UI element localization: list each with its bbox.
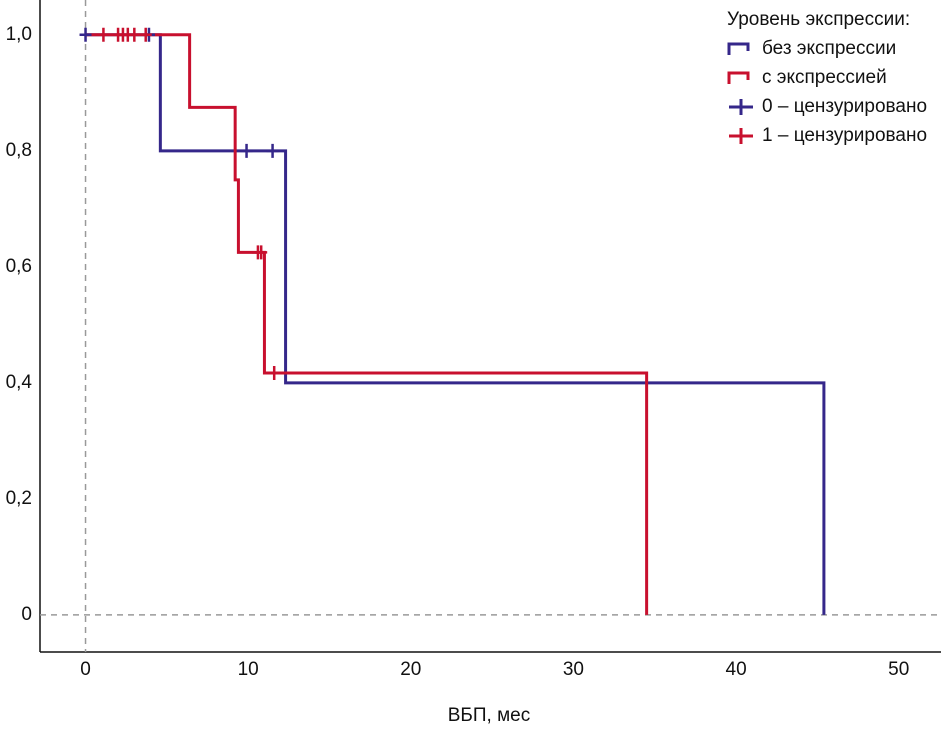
y-tick-label: 0,8 — [6, 140, 32, 161]
legend-label: 0 – цензурировано — [762, 96, 927, 117]
survival-line — [85, 33, 649, 615]
legend-label: 1 – цензурировано — [762, 125, 927, 146]
y-tick-label: 1,0 — [6, 24, 32, 45]
x-tick-label: 40 — [726, 659, 747, 680]
censor-mark — [266, 143, 279, 158]
survival-line — [85, 33, 826, 615]
legend-swatch — [729, 128, 753, 144]
y-tick-label: 0,4 — [6, 372, 33, 393]
y-tick-label: 0,2 — [6, 488, 32, 509]
censor-mark — [128, 27, 141, 42]
censor-mark — [240, 143, 253, 158]
x-tick-label: 20 — [400, 659, 421, 680]
y-tick-label: 0 — [21, 604, 32, 625]
censor-mark — [79, 27, 92, 42]
x-tick-label: 0 — [80, 659, 91, 680]
legend-swatch — [727, 42, 750, 55]
censor-mark — [255, 245, 268, 260]
legend-label: с экспрессией — [762, 67, 887, 88]
legend-label: без экспрессии — [762, 38, 896, 59]
x-tick-label: 10 — [238, 659, 259, 680]
censor-mark — [97, 27, 110, 42]
censor-mark — [268, 365, 281, 380]
censor-mark — [139, 27, 152, 42]
y-tick-label: 0,6 — [6, 256, 32, 277]
legend-title: Уровень экспрессии: — [727, 9, 910, 30]
x-tick-label: 50 — [888, 659, 909, 680]
legend-swatch — [727, 71, 750, 84]
x-axis-title: ВБП, мес — [448, 705, 531, 726]
legend-swatch — [729, 99, 753, 115]
x-tick-label: 30 — [563, 659, 584, 680]
